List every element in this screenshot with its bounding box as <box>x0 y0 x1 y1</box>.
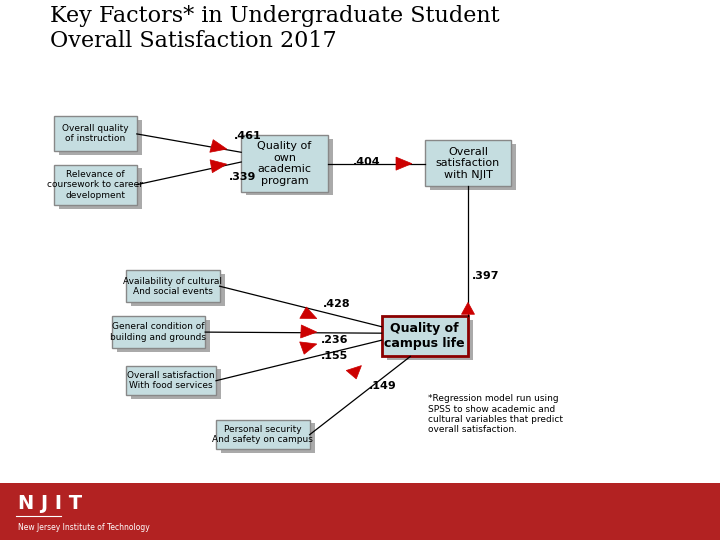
FancyBboxPatch shape <box>131 274 225 306</box>
Polygon shape <box>396 157 412 170</box>
Polygon shape <box>301 325 317 338</box>
FancyBboxPatch shape <box>54 165 137 205</box>
Text: Overall
satisfaction
with NJIT: Overall satisfaction with NJIT <box>436 147 500 180</box>
Text: .236: .236 <box>320 335 348 345</box>
FancyBboxPatch shape <box>117 320 210 352</box>
Bar <box>0 483 720 540</box>
FancyBboxPatch shape <box>425 140 511 186</box>
FancyBboxPatch shape <box>126 270 220 302</box>
FancyBboxPatch shape <box>387 320 473 360</box>
FancyBboxPatch shape <box>131 369 221 399</box>
Text: .404: .404 <box>353 157 380 167</box>
Text: Availability of cultural
And social events: Availability of cultural And social even… <box>123 276 222 296</box>
Text: *Regression model run using
SPSS to show academic and
cultural variables that pr: *Regression model run using SPSS to show… <box>428 394 563 434</box>
Text: .428: .428 <box>323 299 350 309</box>
Polygon shape <box>300 307 317 319</box>
Text: .461: .461 <box>234 131 262 141</box>
Text: .397: .397 <box>472 272 500 281</box>
FancyBboxPatch shape <box>59 120 142 155</box>
FancyBboxPatch shape <box>126 366 216 395</box>
FancyBboxPatch shape <box>112 316 205 348</box>
Text: N J I T: N J I T <box>18 494 82 512</box>
Polygon shape <box>346 366 361 379</box>
Text: Overall satisfaction
With food services: Overall satisfaction With food services <box>127 371 215 390</box>
FancyBboxPatch shape <box>241 135 328 192</box>
Text: Key Factors* in Undergraduate Student: Key Factors* in Undergraduate Student <box>50 5 500 28</box>
FancyBboxPatch shape <box>430 144 516 190</box>
Text: Quality of
campus life: Quality of campus life <box>384 322 465 350</box>
Text: .339: .339 <box>229 172 256 181</box>
Text: Personal security
And safety on campus: Personal security And safety on campus <box>212 425 313 444</box>
FancyBboxPatch shape <box>221 423 315 453</box>
FancyBboxPatch shape <box>246 139 333 195</box>
Polygon shape <box>210 160 227 173</box>
Text: .149: .149 <box>369 381 397 391</box>
FancyBboxPatch shape <box>54 116 137 151</box>
Polygon shape <box>210 140 227 152</box>
FancyBboxPatch shape <box>216 420 310 449</box>
Text: Quality of
own
academic
program: Quality of own academic program <box>257 141 312 186</box>
FancyBboxPatch shape <box>382 316 468 356</box>
FancyBboxPatch shape <box>59 168 142 209</box>
Text: .155: .155 <box>321 352 348 361</box>
Polygon shape <box>462 302 474 314</box>
Polygon shape <box>300 342 317 354</box>
Text: General condition of
building and grounds: General condition of building and ground… <box>110 322 207 342</box>
Text: Overall quality
of instruction: Overall quality of instruction <box>62 124 129 143</box>
Text: New Jersey Institute of Technology: New Jersey Institute of Technology <box>18 523 150 532</box>
Text: Overall Satisfaction 2017: Overall Satisfaction 2017 <box>50 30 337 52</box>
Text: Relevance of
coursework to career
development: Relevance of coursework to career develo… <box>48 170 143 200</box>
